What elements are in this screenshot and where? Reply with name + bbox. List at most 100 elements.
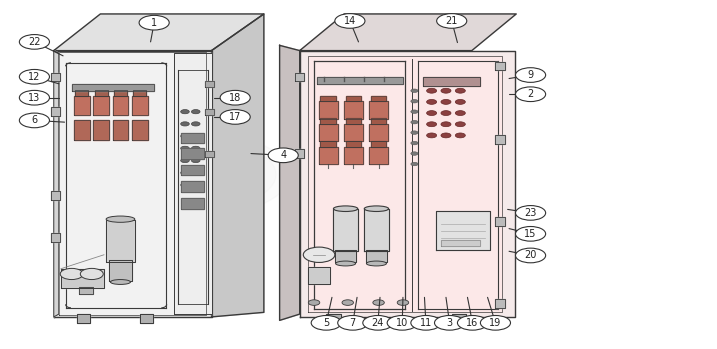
Text: 5: 5 bbox=[323, 318, 329, 328]
Circle shape bbox=[191, 122, 200, 126]
Polygon shape bbox=[181, 198, 204, 209]
Polygon shape bbox=[335, 250, 356, 262]
Circle shape bbox=[411, 120, 418, 124]
Polygon shape bbox=[371, 141, 386, 147]
Circle shape bbox=[181, 146, 189, 150]
Polygon shape bbox=[54, 14, 264, 51]
Ellipse shape bbox=[336, 261, 356, 266]
Circle shape bbox=[311, 315, 341, 330]
Circle shape bbox=[191, 110, 200, 114]
Polygon shape bbox=[364, 209, 389, 251]
Polygon shape bbox=[113, 96, 128, 115]
Circle shape bbox=[335, 14, 365, 28]
Polygon shape bbox=[51, 107, 60, 116]
Polygon shape bbox=[51, 191, 60, 200]
Circle shape bbox=[441, 111, 451, 116]
Circle shape bbox=[441, 133, 451, 138]
Circle shape bbox=[181, 171, 189, 175]
Polygon shape bbox=[344, 101, 363, 119]
Circle shape bbox=[411, 315, 441, 330]
Polygon shape bbox=[320, 118, 336, 124]
Circle shape bbox=[397, 300, 409, 305]
Circle shape bbox=[60, 268, 83, 280]
Polygon shape bbox=[280, 45, 300, 320]
Circle shape bbox=[181, 134, 189, 138]
Circle shape bbox=[181, 110, 189, 114]
Polygon shape bbox=[326, 314, 341, 323]
Polygon shape bbox=[495, 299, 505, 308]
Polygon shape bbox=[51, 233, 60, 242]
Ellipse shape bbox=[110, 280, 130, 284]
Circle shape bbox=[181, 122, 189, 126]
Polygon shape bbox=[68, 134, 276, 215]
Circle shape bbox=[516, 248, 546, 263]
Text: 16: 16 bbox=[466, 318, 479, 328]
Polygon shape bbox=[423, 77, 480, 86]
Circle shape bbox=[19, 113, 49, 128]
Text: 24: 24 bbox=[371, 318, 384, 328]
Polygon shape bbox=[280, 128, 516, 221]
Polygon shape bbox=[371, 118, 386, 124]
Circle shape bbox=[441, 122, 451, 127]
Circle shape bbox=[455, 88, 465, 93]
Ellipse shape bbox=[364, 206, 389, 211]
Circle shape bbox=[411, 162, 418, 166]
Polygon shape bbox=[346, 141, 361, 147]
Circle shape bbox=[308, 300, 320, 305]
Polygon shape bbox=[72, 84, 154, 91]
Polygon shape bbox=[320, 141, 336, 147]
Polygon shape bbox=[174, 53, 212, 314]
Text: 7: 7 bbox=[350, 318, 356, 328]
Polygon shape bbox=[59, 52, 206, 315]
Polygon shape bbox=[436, 211, 490, 250]
Polygon shape bbox=[346, 96, 361, 101]
Circle shape bbox=[455, 133, 465, 138]
Polygon shape bbox=[319, 101, 338, 119]
Polygon shape bbox=[295, 73, 304, 81]
Polygon shape bbox=[369, 124, 388, 141]
Text: 3: 3 bbox=[447, 318, 452, 328]
Polygon shape bbox=[79, 287, 93, 294]
Circle shape bbox=[427, 88, 437, 93]
Polygon shape bbox=[109, 260, 132, 281]
Circle shape bbox=[441, 88, 451, 93]
Circle shape bbox=[411, 110, 418, 113]
Text: 22: 22 bbox=[28, 37, 41, 47]
Polygon shape bbox=[205, 81, 214, 87]
Circle shape bbox=[220, 110, 250, 124]
Text: 20: 20 bbox=[524, 251, 537, 260]
Polygon shape bbox=[181, 165, 204, 175]
Text: 13: 13 bbox=[28, 93, 41, 103]
Polygon shape bbox=[181, 133, 204, 143]
Circle shape bbox=[19, 90, 49, 105]
Polygon shape bbox=[212, 14, 264, 317]
Circle shape bbox=[480, 315, 511, 330]
Text: 18: 18 bbox=[229, 93, 242, 103]
Polygon shape bbox=[61, 269, 104, 288]
Circle shape bbox=[516, 227, 546, 241]
Polygon shape bbox=[369, 147, 388, 164]
Circle shape bbox=[303, 247, 335, 262]
Circle shape bbox=[411, 141, 418, 145]
Polygon shape bbox=[106, 220, 135, 262]
Polygon shape bbox=[74, 120, 90, 140]
Circle shape bbox=[411, 89, 418, 92]
Polygon shape bbox=[294, 134, 502, 215]
Text: 6: 6 bbox=[32, 116, 37, 125]
Text: 21: 21 bbox=[445, 16, 458, 26]
Polygon shape bbox=[295, 149, 304, 158]
Polygon shape bbox=[95, 90, 108, 96]
Circle shape bbox=[191, 146, 200, 150]
Ellipse shape bbox=[333, 206, 358, 211]
Circle shape bbox=[435, 315, 465, 330]
Circle shape bbox=[516, 68, 546, 82]
Polygon shape bbox=[320, 96, 336, 101]
Ellipse shape bbox=[366, 261, 386, 266]
Text: 17: 17 bbox=[229, 112, 242, 122]
Text: 12: 12 bbox=[28, 72, 41, 82]
Circle shape bbox=[139, 15, 169, 30]
Text: 9: 9 bbox=[528, 70, 533, 80]
Polygon shape bbox=[181, 181, 204, 192]
Text: 15: 15 bbox=[524, 229, 537, 239]
Polygon shape bbox=[441, 240, 480, 246]
